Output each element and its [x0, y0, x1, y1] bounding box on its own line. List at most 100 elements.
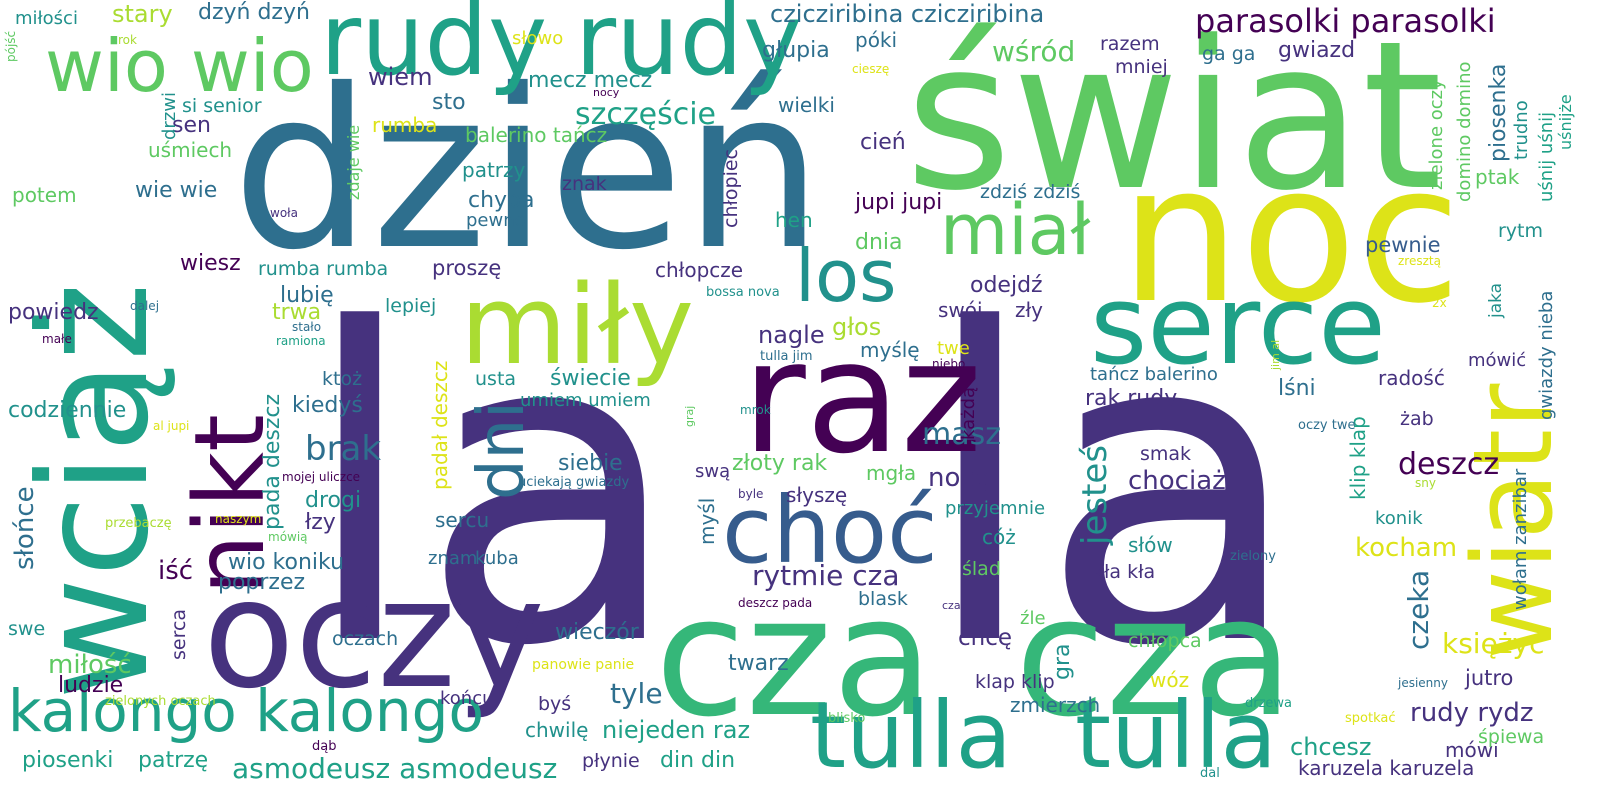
word-smak: smak — [1140, 443, 1192, 465]
word-koncu: końcu — [440, 688, 494, 709]
word-balerino: balerino tańcz — [465, 123, 608, 147]
word-graj: graj — [683, 405, 696, 427]
word-deszcz-pada: deszcz pada — [738, 596, 813, 610]
word-cien: cień — [860, 130, 906, 155]
word-drzwi: drzwi — [159, 92, 180, 140]
word-ludzie: ludzie — [58, 673, 124, 698]
word-slow: słów — [1128, 533, 1173, 557]
word-la-2: la — [920, 240, 1303, 740]
word-noca: nocą — [928, 463, 991, 493]
word-rumba-rumba: rumba rumba — [258, 258, 389, 280]
word-umiem: umiem umiem — [520, 390, 651, 411]
word-razem: razem — [1100, 33, 1160, 55]
word-gwiazdy-nieba: gwiazdy nieba — [1536, 290, 1557, 420]
word-asmodeusz: asmodeusz asmodeusz — [232, 752, 558, 785]
word-poprzez: poprzez — [218, 570, 306, 595]
word-dnia: dnia — [855, 230, 903, 255]
word-konik: konik — [1375, 508, 1423, 529]
word-czeka: czeka — [1402, 569, 1435, 650]
word-tulla-2: tulla — [1075, 682, 1277, 789]
word-rok: rok — [118, 33, 137, 47]
word-byle: byle — [738, 487, 764, 501]
word-szczescie: szczęście — [575, 97, 716, 132]
word-choc: choć — [722, 477, 938, 584]
word-coz: cóż — [982, 525, 1016, 549]
word-spiewa: śpiewa — [1478, 726, 1545, 748]
word-slad: ślad — [962, 558, 1001, 580]
word-mowic: mówić — [1468, 350, 1527, 371]
word-ramiona: ramiona — [276, 334, 326, 348]
word-parasolki: parasolki parasolki — [1195, 2, 1496, 40]
word-zielonych-oczach: zielonych oczach — [105, 694, 216, 709]
word-zdaje-wie: zdaje wie — [344, 124, 363, 200]
word-dal: dal — [1200, 766, 1220, 781]
word-kuba: kuba — [475, 548, 519, 569]
word-deszcz: deszcz — [1398, 447, 1500, 482]
word-mial: miał — [940, 189, 1091, 271]
word-pojsc: pójść — [4, 30, 18, 62]
word-tulla-jim: tulla jim — [760, 349, 813, 364]
word-chlopiec: chłopiec — [720, 149, 742, 228]
word-trwa: trwa — [272, 300, 322, 325]
word-cza-1: cza — [655, 561, 934, 753]
word-chlopca: chłopca — [1128, 630, 1202, 652]
word-siebie: siebie — [558, 451, 623, 476]
word-swa: swą — [695, 461, 731, 482]
word-padal-deszcz: padał deszcz — [428, 360, 452, 490]
word-potem: potem — [12, 183, 77, 207]
word-rudy-1: rudy — [320, 0, 548, 98]
word-bys: byś — [538, 693, 572, 715]
word-klap-klip: klap klip — [975, 671, 1055, 693]
word-twarz: twarz — [728, 651, 789, 676]
word-domino: domino domino — [1454, 61, 1475, 202]
word-lzy: łzy — [305, 510, 336, 535]
word-lsni: lśni — [1278, 376, 1316, 401]
word-usnij: uśnij uśnij — [1536, 111, 1557, 202]
word-wie-wie: wie wie — [135, 178, 218, 203]
word-glupia: głupia — [762, 38, 830, 63]
word-nocy: nocy — [593, 86, 620, 99]
word-zly: zły — [1015, 298, 1044, 322]
word-niebo: niebo — [932, 357, 966, 371]
word-slonce: słońce — [10, 486, 40, 570]
word-blask: blask — [858, 588, 908, 610]
word-dzyn: dzyń dzyń — [198, 0, 310, 25]
word-dzien: dzień — [232, 42, 824, 298]
word-piosenka: piosenka — [1486, 63, 1511, 162]
word-pada-deszcz: pada deszcz — [260, 393, 285, 530]
word-zab: żab — [1400, 408, 1434, 430]
word-zdzis: zdziś zdziś — [980, 181, 1081, 203]
word-rak-rudy: rak rudy — [1085, 386, 1178, 411]
word-ciesze: cieszę — [852, 62, 890, 76]
word-przyjemnie: przyjemnie — [945, 498, 1046, 519]
word-sen: sen — [172, 113, 211, 138]
word-mowi: mówi — [1445, 738, 1499, 762]
word-znam: znam — [428, 548, 478, 569]
word-swe: swe — [8, 618, 46, 640]
word-codziennie: codziennie — [8, 398, 127, 423]
word-chociaz: chociaż — [1128, 466, 1226, 496]
word-jutro: jutro — [1465, 666, 1514, 690]
word-mysl: myśl — [695, 497, 719, 545]
word-oczach: oczach — [332, 628, 399, 650]
word-znak: znak — [562, 173, 607, 195]
word-wiesz: wiesz — [180, 251, 241, 276]
word-noc: noc — [1120, 124, 1462, 345]
word-mowia: mówią — [268, 530, 308, 544]
word-raz: raz — [742, 307, 983, 488]
word-oczy: oczy — [203, 548, 545, 722]
word-dalej: dalej — [130, 299, 160, 313]
word-twe: twe — [937, 338, 970, 359]
word-odejdz: odejdź — [970, 273, 1043, 298]
word-tulla-1: tulla — [810, 682, 1012, 789]
word-jestes: jesteś — [1075, 444, 1115, 545]
word-mysle: myślę — [860, 338, 920, 362]
word-karuzela: karuzela karuzela — [1298, 756, 1475, 780]
word-chlopcze: chłopcze — [655, 258, 744, 282]
word-din-din: din din — [660, 748, 736, 773]
word-kalongo: kalongo kalongo — [8, 677, 484, 745]
word-wielki: wielki — [778, 93, 835, 117]
word-usta: usta — [475, 368, 517, 390]
word-blisko: blisko — [828, 711, 866, 726]
